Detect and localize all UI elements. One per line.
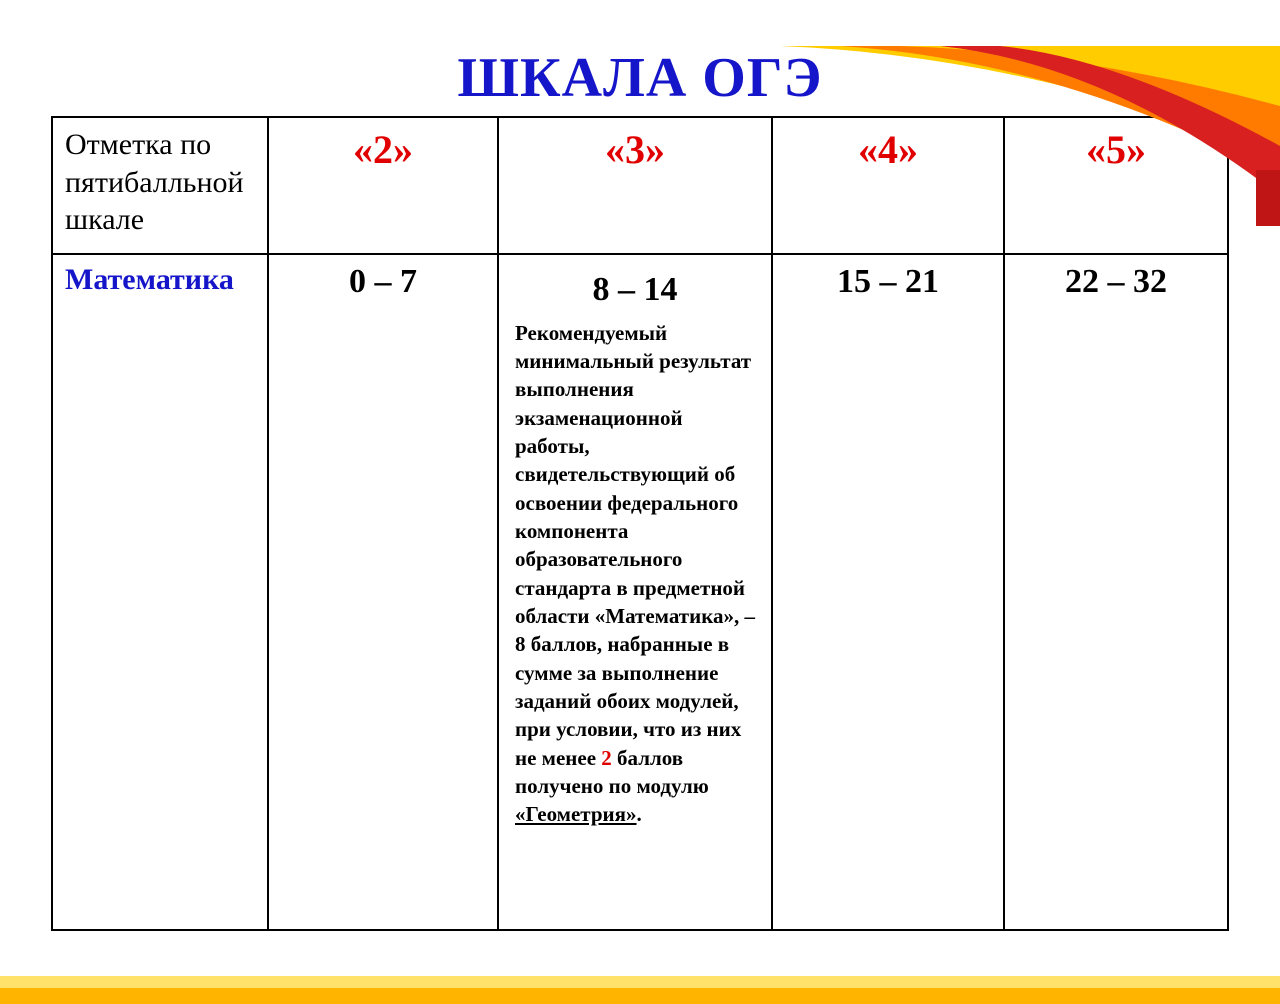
range-value: 8 – 14 bbox=[511, 263, 759, 319]
score-range-grade-5: 22 – 32 bbox=[1004, 254, 1228, 930]
header-grade-2: «2» bbox=[268, 117, 498, 254]
note-text-pre: Рекомендуемый минимальный результат выпо… bbox=[515, 321, 755, 770]
score-range-grade-2: 0 – 7 bbox=[268, 254, 498, 930]
subject-label: Математика bbox=[52, 254, 268, 930]
score-range-grade-3: 8 – 14 Рекомендуемый минимальный результ… bbox=[498, 254, 772, 930]
grade-scale-table: Отметка по пятибалльной шкале «2» «3» «4… bbox=[51, 116, 1229, 931]
note-underlined: «Геометрия» bbox=[515, 802, 637, 826]
score-range-grade-4: 15 – 21 bbox=[772, 254, 1004, 930]
table-row: Математика 0 – 7 8 – 14 Рекомендуемый ми… bbox=[52, 254, 1228, 930]
note-text-post: . bbox=[637, 802, 642, 826]
table-header-row: Отметка по пятибалльной шкале «2» «3» «4… bbox=[52, 117, 1228, 254]
header-label: Отметка по пятибалльной шкале bbox=[52, 117, 268, 254]
note-red-number: 2 bbox=[601, 746, 612, 770]
recommendation-note: Рекомендуемый минимальный результат выпо… bbox=[511, 319, 759, 829]
bottom-stripe-decor bbox=[0, 976, 1280, 1004]
header-grade-5: «5» bbox=[1004, 117, 1228, 254]
header-grade-3: «3» bbox=[498, 117, 772, 254]
page-title: ШКАЛА ОГЭ bbox=[0, 46, 1280, 110]
header-grade-4: «4» bbox=[772, 117, 1004, 254]
